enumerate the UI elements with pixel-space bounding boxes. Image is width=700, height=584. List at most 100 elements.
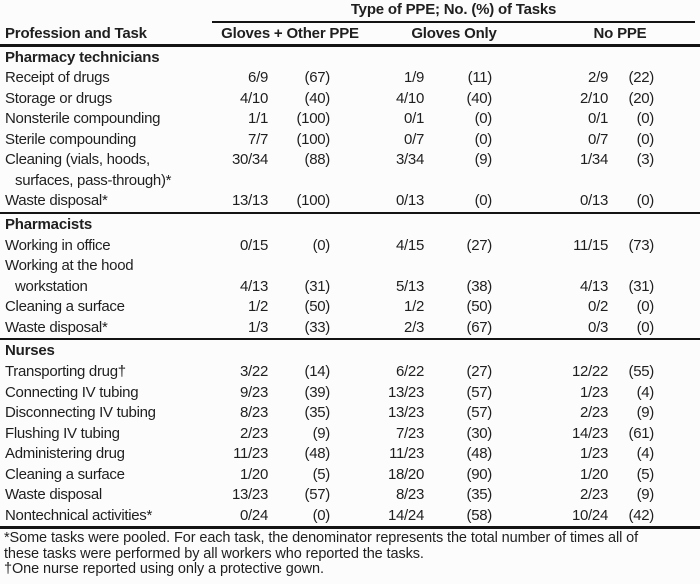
task-cell: Cleaning a surface — [5, 465, 125, 483]
value-cell: 1/20 — [240, 465, 268, 483]
value-cell: 0/7 — [404, 130, 424, 148]
value-cell: (57) — [304, 486, 331, 503]
table-row: Storage or drugs 4/10 (40) 4/10 (40) 2/10 (20) — [0, 89, 700, 110]
value-cell: 4/13 — [580, 277, 608, 295]
value-cell: (27) — [466, 363, 493, 380]
value-cell: (55) — [628, 363, 655, 380]
value-cell: (20) — [628, 89, 655, 107]
spanner-rule — [212, 21, 695, 23]
table-row: Administering drug 11/23 (48) 11/23 (48) 1/23… — [0, 444, 700, 465]
value-cell: 11/23 — [389, 445, 424, 462]
value-cell: 11/15 — [573, 236, 608, 254]
value-cell: (0) — [636, 192, 655, 209]
value-cell: (58) — [466, 506, 493, 524]
value-cell: (90) — [466, 465, 493, 483]
table-header: Type of PPE; No. (%) of Tasks Profession… — [0, 0, 700, 47]
value-cell: 5/13 — [396, 277, 424, 295]
value-cell: (0) — [474, 110, 493, 127]
value-cell: 13/23 — [231, 486, 268, 503]
value-cell: 8/23 — [240, 404, 268, 421]
column-header-no-ppe: No PPE — [593, 25, 647, 42]
table-row: Nonsterile compounding 1/1 (100) 0/1 (0) 0/1 (… — [0, 109, 700, 130]
value-cell: (100) — [296, 130, 330, 148]
task-cell: Waste disposal* — [5, 318, 108, 336]
task-cell: Storage or drugs — [5, 89, 112, 107]
value-cell: (0) — [636, 110, 655, 127]
task-cell: surfaces, pass-through)* — [15, 171, 172, 189]
value-cell: 12/22 — [571, 363, 608, 380]
table-row: Receipt of drugs 6/9 (67) 1/9 (11) 2/9 (22) — [0, 68, 700, 89]
value-cell: (42) — [628, 506, 655, 524]
task-cell: Disconnecting IV tubing — [5, 404, 156, 421]
task-cell: Nonsterile compounding — [5, 110, 161, 127]
task-cell: Waste disposal — [5, 486, 102, 503]
value-cell: (27) — [466, 236, 493, 254]
value-cell: 7/7 — [248, 130, 268, 148]
value-cell: 0/1 — [404, 110, 424, 127]
task-cell: Nontechnical activities* — [5, 506, 153, 524]
table-footnotes: *Some tasks were pooled. For each task, … — [0, 526, 700, 578]
value-cell: 2/23 — [240, 424, 268, 442]
table-row: Waste disposal* 1/3 (33) 2/3 (67) 0/3 (0) — [0, 318, 700, 339]
value-cell: (57) — [466, 404, 493, 421]
value-cell: (30) — [466, 424, 493, 442]
value-cell: 3/22 — [240, 363, 268, 380]
value-cell: 13/23 — [387, 404, 424, 421]
value-cell: (14) — [304, 363, 331, 380]
value-cell: (35) — [466, 486, 493, 503]
value-cell: 2/10 — [580, 89, 608, 107]
task-cell: Receipt of drugs — [5, 69, 110, 86]
table-row: Working at the hood — [0, 256, 700, 277]
value-cell: 0/1 — [588, 110, 608, 127]
value-cell: 11/23 — [233, 445, 268, 462]
value-cell: 4/10 — [240, 89, 268, 107]
task-cell: Administering drug — [5, 445, 125, 462]
value-cell: (67) — [466, 318, 493, 336]
value-cell: 0/24 — [240, 506, 268, 524]
table-row: workstation 4/13 (31) 5/13 (38) 4/13 (31) — [0, 277, 700, 298]
value-cell: 18/20 — [387, 465, 424, 483]
value-cell: (9) — [636, 404, 655, 421]
table-row: Disconnecting IV tubing 8/23 (35) 13/23 (57)… — [0, 403, 700, 424]
value-cell: 2/23 — [580, 404, 608, 421]
value-cell: (0) — [636, 298, 655, 315]
column-header-gloves-other-ppe: Gloves + Other PPE — [221, 25, 359, 42]
table-row: Cleaning a surface 1/20 (5) 18/20 (90) 1/20 (5… — [0, 465, 700, 486]
table-row: Nontechnical activities* 0/24 (0) 14/24 (58)… — [0, 506, 700, 527]
value-cell: 7/23 — [396, 424, 424, 442]
value-cell: 1/20 — [580, 465, 608, 483]
task-cell: Working in office — [5, 236, 111, 254]
value-cell: (3) — [636, 151, 655, 168]
task-cell: Sterile compounding — [5, 130, 137, 148]
table-body: Pharmacy technicians Receipt of drugs 6/9 (… — [0, 47, 700, 526]
value-cell: (4) — [636, 445, 655, 462]
value-cell: (0) — [636, 318, 655, 336]
value-cell: (33) — [304, 318, 331, 336]
section-header: Pharmacy technicians — [5, 49, 160, 66]
spanner-heading: Type of PPE; No. (%) of Tasks — [350, 1, 557, 18]
table-row: surfaces, pass-through)* — [0, 171, 700, 192]
value-cell: (22) — [628, 69, 655, 86]
table-row: Transporting drug† 3/22 (14) 6/22 (27) 12/22 (… — [0, 362, 700, 383]
value-cell: 1/23 — [580, 445, 608, 462]
value-cell: (5) — [312, 465, 331, 483]
value-cell: (5) — [636, 465, 655, 483]
value-cell: 0/7 — [588, 130, 608, 148]
value-cell: (50) — [466, 298, 493, 315]
value-cell: (4) — [636, 383, 655, 401]
value-cell: 2/9 — [588, 69, 608, 86]
value-cell: 14/24 — [387, 506, 424, 524]
table-row: Cleaning a surface 1/2 (50) 1/2 (50) 0/2 (0) — [0, 297, 700, 318]
value-cell: (35) — [304, 404, 331, 421]
value-cell: 1/23 — [580, 383, 608, 401]
value-cell: (50) — [304, 298, 331, 315]
value-cell: (40) — [466, 89, 493, 107]
value-cell: 1/2 — [248, 298, 268, 315]
value-cell: 1/1 — [248, 110, 268, 127]
footnote-protective-gown: †One nurse reported using only a protect… — [4, 561, 324, 577]
value-cell: (31) — [628, 277, 655, 295]
value-cell: 4/15 — [396, 236, 424, 254]
value-cell: (9) — [312, 424, 331, 442]
value-cell: (57) — [466, 383, 493, 401]
